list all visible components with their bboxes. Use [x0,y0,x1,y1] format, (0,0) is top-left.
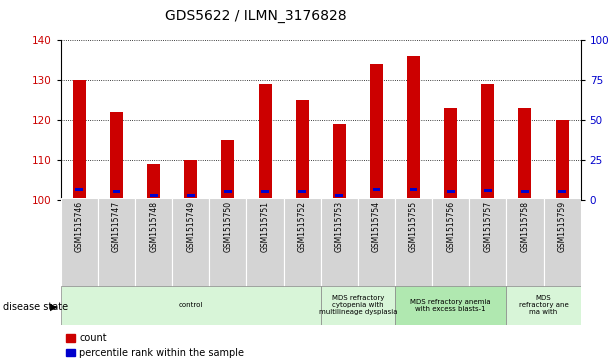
Bar [184,160,197,200]
Text: MDS refractory anemia
with excess blasts-1: MDS refractory anemia with excess blasts… [410,299,491,312]
Text: GSM1515754: GSM1515754 [372,200,381,252]
Text: GSM1515753: GSM1515753 [335,200,344,252]
Bar [395,198,432,287]
Bar [187,194,195,197]
Bar [333,124,346,200]
Bar [209,198,246,287]
Bar [556,120,568,200]
Bar [135,198,172,287]
Bar [110,112,123,200]
Bar [373,188,381,191]
Bar [261,190,269,193]
Text: GSM1515752: GSM1515752 [298,200,306,252]
Bar [519,108,531,200]
Bar [221,140,235,200]
Bar [444,108,457,200]
Legend: count, percentile rank within the sample: count, percentile rank within the sample [66,333,244,358]
Bar [112,190,120,193]
Bar [98,198,135,287]
Bar [521,190,529,193]
Bar [484,189,492,192]
Bar [432,198,469,287]
Bar [469,198,506,287]
Bar [447,190,455,193]
Bar [544,198,581,287]
Text: MDS
refractory ane
ma with: MDS refractory ane ma with [519,295,568,315]
Bar [395,286,506,325]
Text: GSM1515747: GSM1515747 [112,200,121,252]
Text: GSM1515746: GSM1515746 [75,200,84,252]
Bar [299,190,306,193]
Bar [73,80,86,200]
Bar [407,56,420,200]
Bar [61,198,98,287]
Text: ▶: ▶ [50,302,57,312]
Text: GSM1515749: GSM1515749 [186,200,195,252]
Bar [321,198,358,287]
Bar [150,194,157,197]
Bar [482,84,494,200]
Bar [295,100,309,200]
Text: GSM1515750: GSM1515750 [223,200,232,252]
Bar [147,164,160,200]
Text: GDS5622 / ILMN_3176828: GDS5622 / ILMN_3176828 [165,9,346,23]
Bar [61,286,321,325]
Bar [506,198,544,287]
Bar [558,190,566,193]
Bar [246,198,283,287]
Bar [370,64,383,200]
Bar [336,194,343,197]
Text: GSM1515759: GSM1515759 [558,200,567,252]
Text: control: control [179,302,203,308]
Bar [224,190,232,193]
Bar [321,286,395,325]
Text: GSM1515758: GSM1515758 [520,200,530,252]
Bar [172,198,209,287]
Bar [258,84,272,200]
Text: disease state: disease state [3,302,68,312]
Text: MDS refractory
cytopenia with
multilineage dysplasia: MDS refractory cytopenia with multilinea… [319,295,397,315]
Text: GSM1515748: GSM1515748 [149,200,158,252]
Text: GSM1515756: GSM1515756 [446,200,455,252]
Bar [75,188,83,191]
Text: GSM1515751: GSM1515751 [260,200,269,252]
Bar [283,198,321,287]
Text: GSM1515757: GSM1515757 [483,200,492,252]
Text: GSM1515755: GSM1515755 [409,200,418,252]
Bar [506,286,581,325]
Bar [358,198,395,287]
Bar [410,188,418,191]
